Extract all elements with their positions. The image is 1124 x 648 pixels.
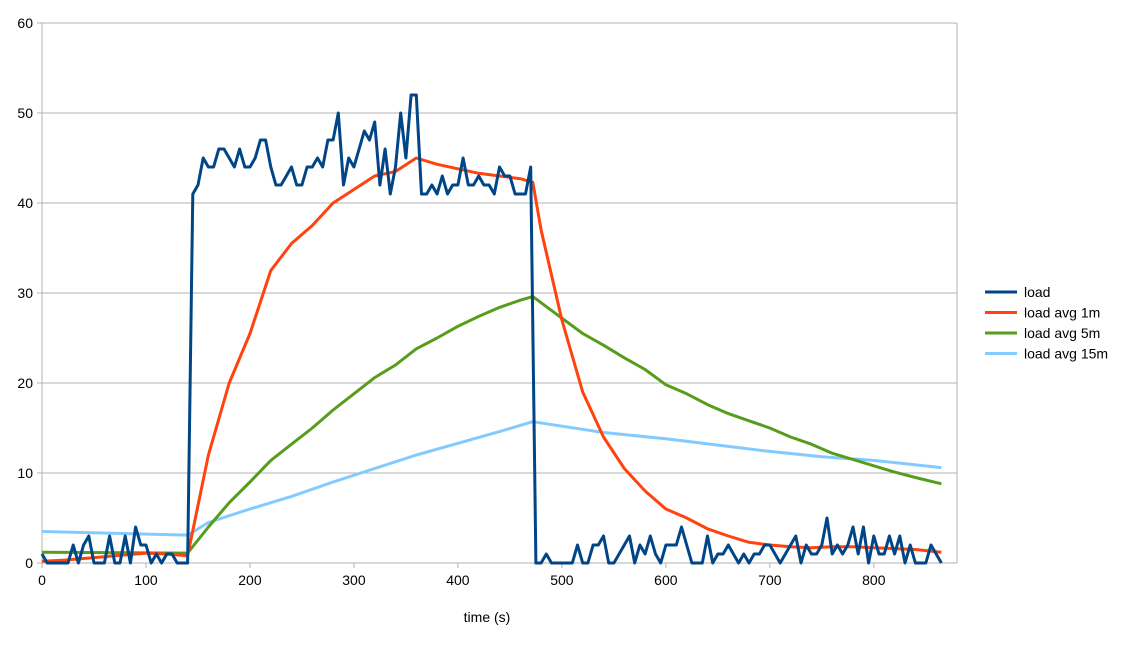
x-tick-label: 800 bbox=[862, 572, 886, 588]
x-tick-label: 600 bbox=[654, 572, 678, 588]
series-line-load-avg-15m bbox=[41, 420, 942, 537]
y-tick-label: 60 bbox=[17, 15, 33, 31]
x-tick-label: 300 bbox=[342, 572, 366, 588]
series-line-load bbox=[40, 93, 943, 565]
y-tick-label: 50 bbox=[17, 105, 33, 121]
x-tick-label: 0 bbox=[38, 572, 46, 588]
gridlines bbox=[37, 22, 957, 564]
y-tick-label: 10 bbox=[17, 465, 33, 481]
y-tick-label: 30 bbox=[17, 285, 33, 301]
legend: load load avg 1m load avg 5m load avg 15m bbox=[985, 284, 1108, 362]
legend-label: load avg 1m bbox=[1024, 305, 1100, 321]
axes bbox=[41, 23, 958, 568]
legend-label: load avg 15m bbox=[1024, 346, 1108, 362]
y-tick-label: 40 bbox=[17, 195, 33, 211]
series-lines bbox=[40, 93, 943, 565]
x-tick-label: 500 bbox=[550, 572, 574, 588]
x-tick-label: 200 bbox=[238, 572, 262, 588]
legend-label: load avg 5m bbox=[1024, 325, 1100, 341]
y-tick-label: 0 bbox=[25, 555, 33, 571]
x-axis-label: time (s) bbox=[464, 609, 511, 625]
x-tick-label: 400 bbox=[446, 572, 470, 588]
x-tick-label: 700 bbox=[758, 572, 782, 588]
series-line-load-avg-1m bbox=[41, 156, 942, 563]
series-line-load-avg-5m bbox=[41, 295, 942, 555]
legend-label: load bbox=[1024, 284, 1050, 300]
y-tick-label: 20 bbox=[17, 375, 33, 391]
x-tick-label: 100 bbox=[134, 572, 158, 588]
